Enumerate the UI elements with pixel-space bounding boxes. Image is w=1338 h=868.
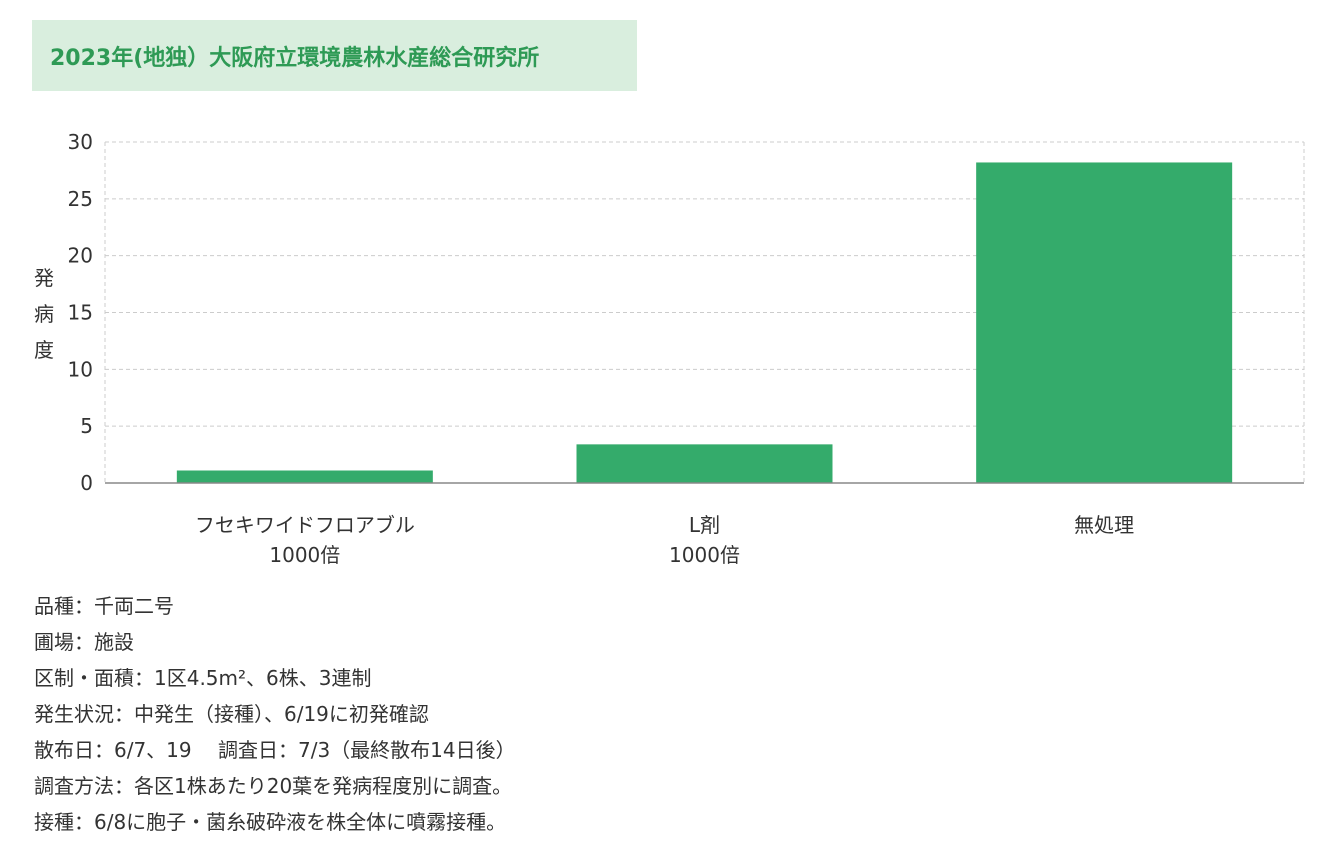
y-axis-label-char: 病 [34,302,54,326]
y-tick-label: 30 [68,130,93,154]
bar [576,444,833,483]
note-plot-area: 区制・面積：1区4.5m²、6株、3連制 [34,666,372,690]
x-tick-label: L剤 [689,513,720,537]
note-occurrence: 発生状況：中発生（接種）、6/19に初発確認 [34,702,429,726]
y-tick-label: 5 [80,414,93,438]
bar [976,162,1233,483]
note-field: 圃場：施設 [34,630,134,654]
y-axis-label-char: 発 [34,266,54,290]
x-tick-label: 1000倍 [669,543,740,567]
chart-title-box: 2023年(地独）大阪府立環境農林水産総合研究所 [32,20,637,91]
y-axis-label-char: 度 [34,338,54,362]
note-spray-survey-dates: 散布日：6/7、19 調査日：7/3（最終散布14日後） [34,738,516,762]
x-tick-label: 無処理 [1074,513,1134,537]
y-tick-label: 15 [68,301,93,325]
x-tick-label: フセキワイドフロアブル [195,513,415,537]
y-tick-label: 25 [68,187,93,211]
y-tick-label: 20 [68,244,93,268]
note-inoculation: 接種：6/8に胞子・菌糸破砕液を株全体に噴霧接種。 [34,810,507,834]
note-variety: 品種：千両二号 [34,594,174,618]
note-survey-method: 調査方法：各区1株あたり20葉を発病程度別に調査。 [34,774,513,798]
notes-list: 品種：千両二号 圃場：施設 区制・面積：1区4.5m²、6株、3連制 発生状況：… [34,588,516,840]
bar [176,470,433,483]
x-tick-label: 1000倍 [269,543,340,567]
y-tick-label: 0 [80,471,93,495]
y-tick-label: 10 [68,357,93,381]
chart-title: 2023年(地独）大阪府立環境農林水産総合研究所 [50,45,540,71]
